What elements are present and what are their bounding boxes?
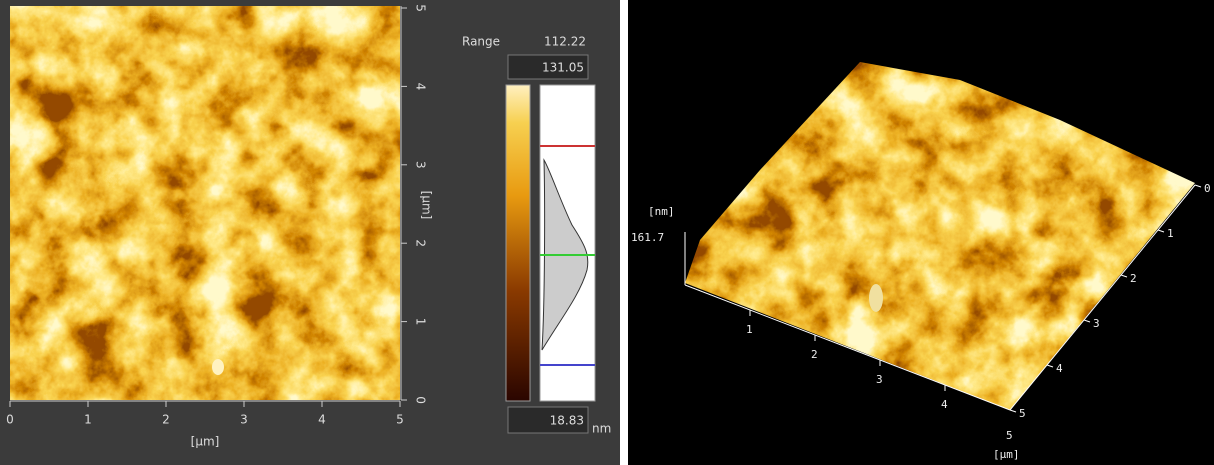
side-tick-label: 4 (1056, 362, 1063, 375)
y-tick-label: 5 (414, 4, 428, 12)
y-tick-label: 1 (414, 318, 428, 326)
x-tick-label: 3 (240, 413, 248, 427)
range-label: Range (462, 35, 500, 49)
side-tick-label: 0 (1204, 182, 1211, 195)
front-tick-label: 4 (941, 398, 948, 411)
z-unit: [nm] (648, 205, 675, 218)
unit: nm (592, 422, 611, 436)
x-tick-label: 0 (6, 413, 14, 427)
max-value: 131.05 (542, 61, 584, 75)
x-tick-label: 4 (318, 413, 326, 427)
y-tick-label: 2 (414, 239, 428, 247)
front-tick-label: 2 (811, 348, 818, 361)
range-value: 112.22 (544, 35, 586, 49)
y-tick-label: 4 (414, 83, 428, 91)
x-axis-label: [µm] (191, 435, 220, 449)
front-tick-label: 3 (876, 373, 883, 386)
x-tick-label: 2 (162, 413, 170, 427)
axis-label: [µm] (993, 448, 1020, 461)
side-tick-label: 1 (1167, 227, 1174, 240)
left-panel: 0 1 2 3 4 5 0 1 2 3 4 5 [µm] [µm] Range 112.22 131.… (0, 0, 620, 465)
y-axis-label: [µm] (420, 191, 434, 220)
x-tick-label: 5 (396, 413, 404, 427)
color-bar (506, 85, 530, 401)
afm-image (10, 6, 400, 400)
x-tick-label: 1 (84, 413, 92, 427)
y-tick-label: 3 (414, 161, 428, 169)
particle (212, 359, 224, 375)
side-tick-label: 5 (1019, 407, 1026, 420)
particle (869, 284, 883, 312)
side-tick-label: 2 (1130, 272, 1137, 285)
right-panel: [nm] 161.7 5 [µm] 1 2 3 4 0 1 2 3 4 5 (628, 0, 1214, 465)
min-value: 18.83 (550, 414, 584, 428)
corner-label: 5 (1006, 429, 1013, 442)
front-tick-label: 1 (746, 323, 753, 336)
side-tick-label: 3 (1093, 317, 1100, 330)
z-max: 161.7 (631, 231, 664, 244)
y-tick-label: 0 (414, 396, 428, 404)
figure: 0 1 2 3 4 5 0 1 2 3 4 5 [µm] [µm] Range 112.22 131.… (0, 0, 1214, 465)
